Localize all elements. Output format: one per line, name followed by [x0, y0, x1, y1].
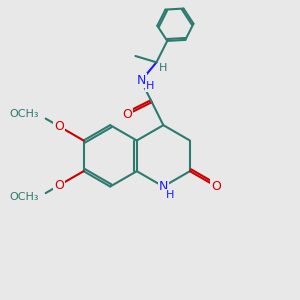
Text: O: O [211, 180, 221, 193]
Text: H: H [146, 81, 155, 91]
Text: N: N [136, 74, 146, 87]
Text: H: H [166, 190, 174, 200]
Text: O: O [54, 179, 64, 192]
Text: O: O [122, 108, 132, 121]
Text: H: H [159, 63, 167, 73]
Text: O: O [54, 120, 64, 133]
Text: OCH₃: OCH₃ [9, 110, 39, 119]
Text: OCH₃: OCH₃ [9, 192, 39, 202]
Text: N: N [159, 180, 168, 193]
